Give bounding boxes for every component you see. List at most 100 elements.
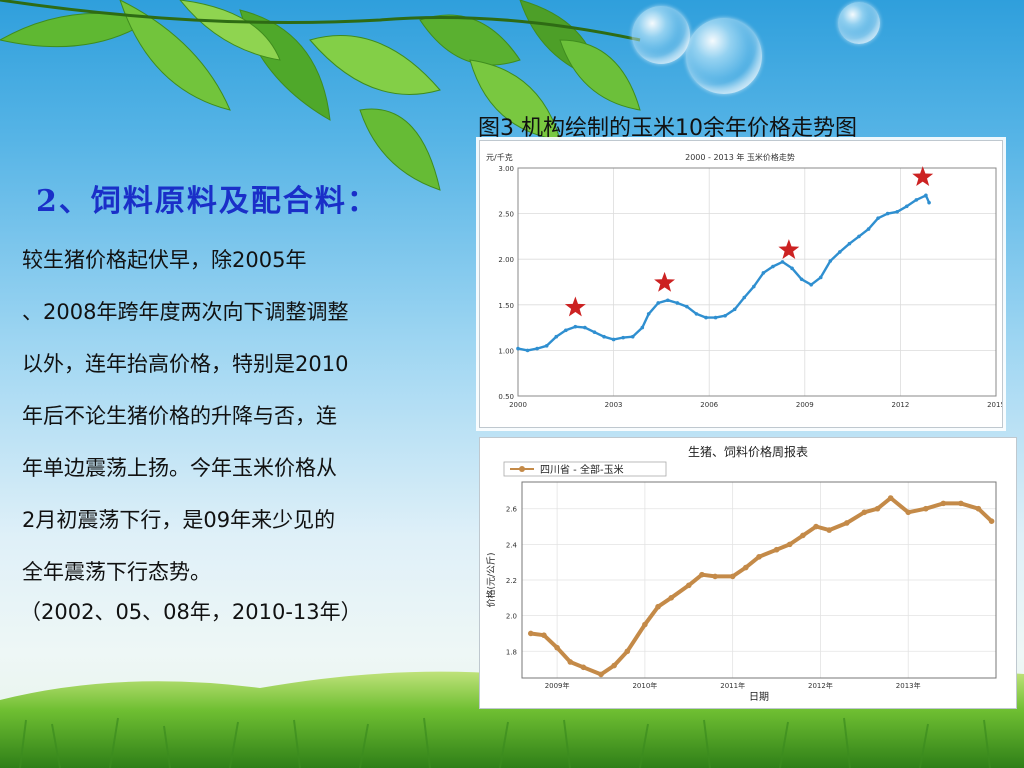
section-heading: 2、饲料原料及配合料： — [36, 184, 379, 219]
data-point — [786, 541, 793, 548]
data-point — [646, 312, 651, 316]
data-point — [826, 527, 833, 533]
data-point — [742, 295, 747, 300]
data-point — [656, 301, 661, 305]
corn-price-chart-frame: 元/千克 2000 - 2013 年 玉米价格走势 0.50 1.00 1.50 2.… — [479, 140, 1005, 428]
data-point — [655, 603, 661, 610]
y-axis-label: 元/千克 — [486, 152, 513, 162]
data-point — [544, 344, 549, 348]
data-point — [895, 209, 900, 214]
y-tick-label: 2.00 — [498, 256, 514, 264]
y-tick-label: 1.8 — [506, 648, 517, 656]
weekly-price-chart-frame: 生猪、饲料价格周报表 四川省 - 全部-玉米 1.8 2.0 2.2 2.4 2.6 20… — [479, 437, 1017, 709]
leaf-decoration — [0, 0, 641, 191]
data-point — [771, 264, 775, 269]
y-tick-label: 2.50 — [498, 211, 514, 219]
data-point — [712, 573, 718, 580]
y-tick-label: 2.4 — [506, 541, 518, 549]
data-point — [780, 260, 785, 264]
data-point — [564, 328, 568, 333]
data-point — [668, 595, 675, 601]
data-point — [940, 500, 947, 507]
chart-title: 2000 - 2013 年 玉米价格走势 — [685, 152, 795, 162]
weekly-price-chart: 生猪、饲料价格周报表 四川省 - 全部-玉米 1.8 2.0 2.2 2.4 2.6 20… — [485, 444, 997, 703]
data-point — [583, 325, 587, 330]
star-marker — [654, 271, 675, 292]
data-point — [818, 275, 823, 280]
data-point — [975, 505, 982, 512]
x-tick-label: 2012 — [891, 401, 909, 409]
data-point — [885, 211, 890, 216]
plot-border — [521, 481, 997, 679]
data-point — [809, 282, 813, 287]
data-point — [602, 334, 606, 339]
data-point — [729, 573, 736, 580]
x-tick-label: 2000 — [509, 401, 527, 409]
legend: 四川省 - 全部-玉米 — [503, 461, 667, 477]
data-point — [914, 198, 919, 202]
data-point — [630, 334, 635, 339]
body-line: 较生猪价格起伏早，除2005年 — [22, 248, 307, 272]
legend-label: 四川省 - 全部-玉米 — [540, 463, 624, 476]
series-line — [530, 496, 993, 677]
y-tick-label: 0.50 — [498, 393, 514, 401]
star-marker — [778, 239, 800, 259]
data-point — [527, 630, 534, 637]
legend-swatch-marker — [519, 466, 525, 472]
body-line: 、2008年跨年度两次向下调整调整 — [22, 300, 349, 324]
data-point — [704, 315, 708, 320]
data-point — [922, 505, 929, 512]
years-note: （2002、05、08年，2010-13年） — [20, 600, 362, 624]
x-tick-label: 2012年 — [808, 681, 833, 690]
x-tick-label: 2009年 — [545, 681, 570, 690]
data-point — [554, 334, 559, 339]
data-point — [904, 204, 909, 209]
peak-markers — [564, 166, 934, 317]
data-point — [847, 241, 852, 246]
data-point — [611, 662, 617, 669]
bubble-decoration — [686, 18, 762, 94]
plot-border — [517, 167, 997, 397]
x-axis-label: 日期 — [749, 691, 769, 703]
data-point — [713, 315, 718, 320]
data-point — [535, 346, 539, 351]
bubble-decoration — [632, 6, 690, 64]
data-point — [642, 621, 648, 628]
data-point — [554, 644, 560, 651]
data-point — [876, 216, 880, 220]
x-tick-label: 2003 — [605, 401, 623, 409]
body-line: 年单边震荡上扬。今年玉米价格从 — [22, 456, 337, 480]
x-tick-label: 2009 — [796, 401, 814, 409]
body-line: 2月初震荡下行，是09年来少见的 — [22, 508, 336, 532]
y-tick-label: 1.00 — [498, 347, 514, 355]
price-series — [516, 193, 931, 353]
x-tick-label: 2013年 — [896, 681, 921, 690]
axis-ticks: 1.8 2.0 2.2 2.4 2.6 2009年 2010年 2011年 2012年 2013年 — [506, 506, 921, 690]
data-point — [541, 632, 547, 639]
chart-grid — [522, 482, 996, 678]
star-marker — [912, 166, 934, 186]
data-point — [800, 532, 806, 539]
data-point — [665, 298, 670, 303]
data-point — [685, 304, 689, 309]
data-point — [592, 330, 597, 334]
data-point — [685, 582, 692, 589]
data-point — [838, 250, 842, 254]
body-line: 以外，连年抬高价格，特别是2010 — [22, 352, 349, 376]
series-line — [517, 194, 931, 352]
data-point — [611, 337, 616, 342]
bubble-decoration — [838, 2, 880, 44]
data-point — [516, 346, 520, 351]
x-tick-label: 2010年 — [632, 681, 657, 690]
y-tick-label: 1.50 — [498, 302, 514, 310]
data-point — [756, 554, 762, 560]
data-point — [866, 227, 871, 231]
data-point — [857, 234, 861, 239]
data-point — [573, 324, 578, 329]
data-point — [887, 495, 894, 501]
data-point — [525, 348, 530, 353]
data-point — [580, 664, 587, 671]
y-tick-label: 2.2 — [506, 577, 517, 585]
data-point — [640, 325, 645, 330]
x-tick-label: 2011年 — [720, 681, 745, 690]
